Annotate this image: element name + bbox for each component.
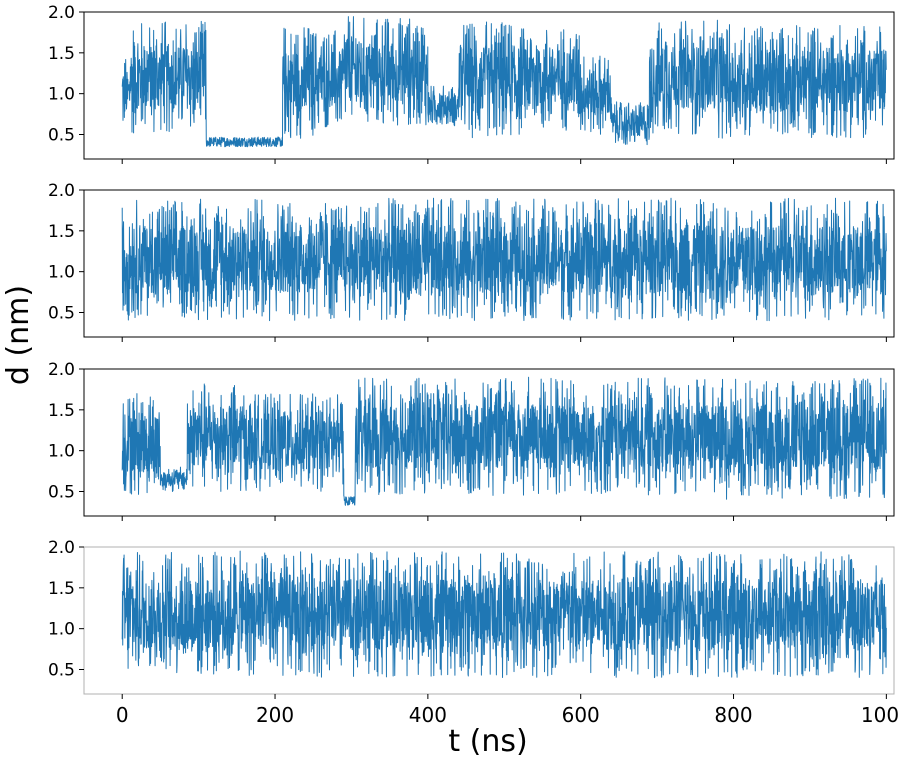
series-line [121,16,887,148]
plot-frame [83,368,895,517]
x-tick-label: 600 [562,703,600,727]
y-tick-label: 1.0 [48,85,75,105]
y-tick-label: 0.5 [48,483,75,503]
panel-4: 0.5 1.0 1.5 2.0 0 200 400 600 800 1000 [48,538,899,727]
series-line [121,197,887,322]
plot-frame [83,11,895,160]
series-line [121,376,887,506]
series-line [121,550,887,679]
x-tick-label: 400 [409,703,447,727]
y-tick-label: 0.5 [48,126,75,146]
x-tick-label: 1000 [861,703,899,727]
panels-group: 0.5 1.0 1.5 2.0 0.5 1.0 1.5 2.0 0.5 1.0 1.5 2.0 0.5 1… [48,3,899,727]
y-tick-label: 2.0 [48,360,75,380]
y-tick-label: 2.0 [48,3,75,23]
plot-frame [83,546,895,695]
y-tick-label: 1.0 [48,263,75,283]
x-tick-label: 0 [116,703,129,727]
y-tick-label: 1.5 [48,44,75,64]
y-tick-label: 1.0 [48,442,75,462]
y-tick-label: 2.0 [48,538,75,558]
y-tick-label: 1.0 [48,620,75,640]
x-tick-label: 800 [714,703,752,727]
y-tick-label: 1.5 [48,401,75,421]
panel-3: 0.5 1.0 1.5 2.0 [48,360,895,521]
x-tick-label: 200 [256,703,294,727]
y-tick-label: 1.5 [48,222,75,242]
y-tick-label: 0.5 [48,661,75,681]
panel-1: 0.5 1.0 1.5 2.0 [48,3,895,164]
y-tick-label: 0.5 [48,304,75,324]
panel-2: 0.5 1.0 1.5 2.0 [48,181,895,342]
plot-frame [83,189,895,338]
x-axis-label: t (ns) [448,724,527,759]
y-tick-label: 1.5 [48,579,75,599]
y-axis-label: d (nm) [1,285,36,385]
y-tick-label: 2.0 [48,181,75,201]
